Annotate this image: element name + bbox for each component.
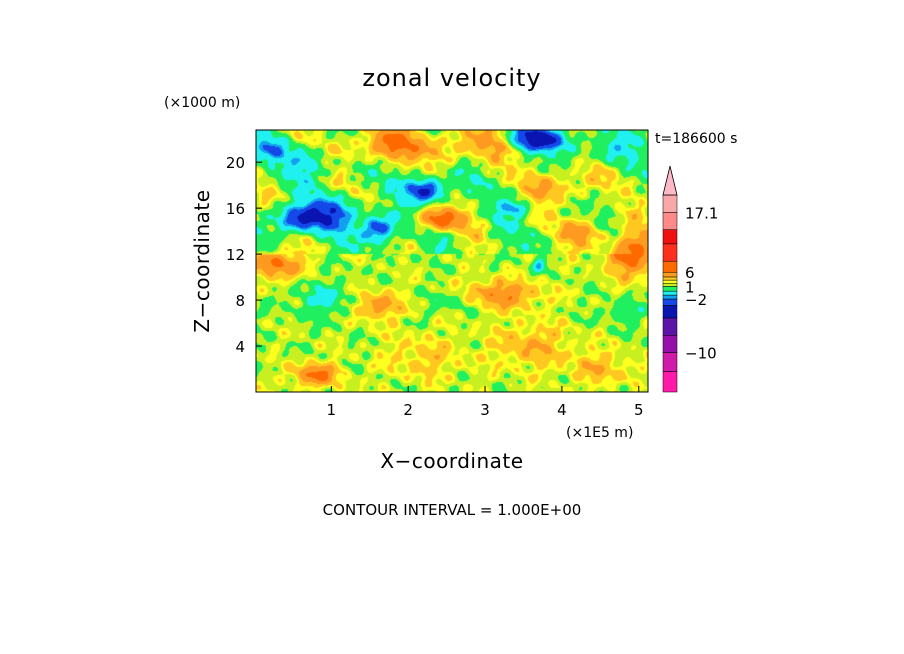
colorbar-swatch: [662, 290, 678, 296]
x-tick-label: 2: [403, 401, 413, 419]
colorbar-labels: 17.1 61−2 −10: [685, 204, 718, 362]
colorbar-swatch: [662, 229, 678, 245]
contour-plot-area: [255, 129, 649, 393]
y-tick-label: 12: [226, 246, 245, 264]
y-tick-label: 16: [226, 200, 245, 218]
colorbar-swatch: [662, 286, 678, 292]
colorbar-tick-label: 17.1: [685, 204, 718, 222]
chart-title: zonal velocity: [362, 64, 541, 92]
colorbar-swatch: [662, 371, 678, 393]
colorbar-swatch: [662, 305, 678, 319]
plot-frame: [255, 129, 649, 393]
colorbar-swatch: [662, 194, 678, 213]
colorbar-swatch: [662, 283, 678, 287]
x-axis-unit: (×1E5 m): [566, 425, 633, 441]
colorbar: [662, 165, 678, 393]
colorbar-swatch: [662, 243, 678, 262]
contour-interval-label: CONTOUR INTERVAL = 1.000E+00: [323, 501, 582, 519]
y-tick-label: 8: [235, 292, 245, 310]
colorbar-swatch: [662, 271, 678, 278]
velocity-field-image: [256, 130, 648, 392]
colorbar-swatch: [662, 294, 678, 300]
x-tick-label: 4: [557, 401, 567, 419]
y-axis-unit: (×1000 m): [164, 95, 240, 111]
colorbar-swatch: [662, 317, 678, 336]
y-tick-label: 4: [235, 338, 245, 356]
y-tick-label: 20: [226, 154, 245, 172]
x-tick-label: 5: [634, 401, 644, 419]
colorbar-swatch: [662, 212, 678, 230]
y-axis-ticks: 4 8 12 16 20: [226, 154, 262, 356]
colorbar-swatch: [662, 352, 678, 372]
colorbar-tick-label: −2: [685, 291, 707, 309]
colorbar-swatch: [662, 335, 678, 353]
colorbar-swatch: [662, 298, 678, 306]
colorbar-swatch: [662, 276, 678, 281]
colorbar-tick-label: 1: [685, 278, 695, 296]
time-label: t=186600 s: [655, 131, 737, 147]
colorbar-swatch: [662, 260, 678, 273]
x-axis-title: X−coordinate: [380, 449, 523, 473]
x-tick-label: 1: [327, 401, 337, 419]
colorbar-top-arrow: [662, 165, 678, 196]
y-axis-title: Z−coordinate: [190, 189, 214, 332]
x-tick-label: 3: [480, 401, 490, 419]
x-axis-ticks: 1 2 3 4 5: [327, 386, 644, 419]
colorbar-tick-label: −10: [685, 345, 717, 363]
colorbar-tick-label: 6: [685, 264, 695, 282]
colorbar-swatch: [662, 279, 678, 284]
